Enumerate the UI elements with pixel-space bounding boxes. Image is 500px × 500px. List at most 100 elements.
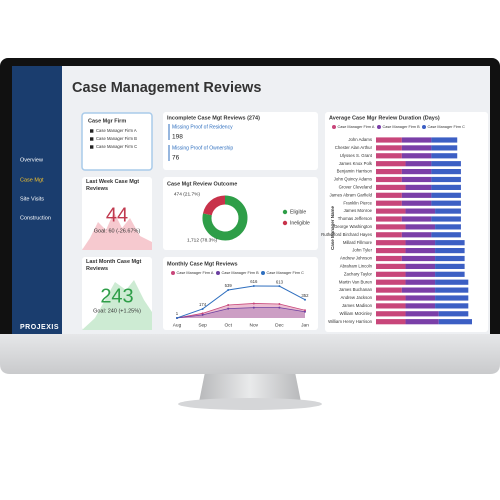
bar bbox=[376, 184, 406, 190]
y-tick-label: Franklin Pierce bbox=[343, 200, 372, 205]
y-tick-label: John Tyler bbox=[352, 248, 372, 253]
point bbox=[278, 285, 281, 288]
bar bbox=[438, 311, 469, 317]
bar bbox=[431, 232, 461, 238]
data-label: 613 bbox=[276, 279, 284, 284]
donut-slice bbox=[202, 195, 226, 216]
legend-dot bbox=[216, 271, 220, 275]
bar bbox=[431, 137, 458, 143]
y-tick-label: William Henry Harrison bbox=[328, 319, 373, 324]
y-tick-label: James Madison bbox=[342, 303, 373, 308]
item-label: Missing Proof of Ownership bbox=[172, 145, 233, 151]
y-tick-label: John Quincy Adams bbox=[334, 177, 372, 182]
last-week-sparkline bbox=[82, 212, 152, 250]
bar bbox=[376, 295, 406, 301]
y-tick-label: Benjamin Harrison bbox=[337, 169, 373, 174]
bar bbox=[376, 208, 406, 214]
point bbox=[304, 298, 306, 301]
legend-label: Case Manager Firm C bbox=[267, 271, 305, 275]
bar bbox=[376, 319, 406, 325]
point bbox=[227, 304, 230, 307]
slicer-option: Case Manager Firm B bbox=[96, 136, 137, 141]
bar bbox=[376, 248, 406, 254]
bar bbox=[405, 240, 436, 246]
nav-item: Case Mgt bbox=[20, 177, 44, 183]
bar bbox=[431, 153, 458, 159]
last-week-title: Last Week Case Mgt Reviews bbox=[86, 179, 140, 192]
legend-dot bbox=[422, 125, 426, 129]
bar bbox=[376, 255, 402, 262]
stand-base bbox=[178, 398, 322, 410]
y-tick-label: Zachary Taylor bbox=[344, 271, 373, 276]
bar bbox=[435, 271, 465, 277]
point bbox=[201, 313, 204, 316]
last-week-value: 44 bbox=[106, 204, 128, 226]
y-tick-label: John Adams bbox=[348, 137, 372, 142]
legend-label: Case Manager Firm B bbox=[383, 125, 421, 129]
x-tick-label: Aug bbox=[173, 322, 182, 328]
logo: PROJEXIS bbox=[20, 324, 59, 331]
bar bbox=[431, 169, 461, 175]
legend-label: Case Manager Firm A bbox=[338, 125, 375, 129]
bar bbox=[376, 216, 402, 222]
legend-dot bbox=[282, 209, 288, 215]
x-tick-label: Dec bbox=[275, 322, 284, 328]
y-tick-label: Rutherford Birchard Hayes bbox=[321, 232, 372, 237]
bar bbox=[431, 192, 461, 198]
checkbox bbox=[90, 137, 94, 141]
bar bbox=[435, 248, 465, 254]
x-tick-label: Oct bbox=[224, 322, 232, 328]
y-tick-label: Grover Cleveland bbox=[339, 185, 373, 190]
series-line bbox=[176, 303, 306, 319]
nav-item: Overview bbox=[20, 157, 43, 163]
bar bbox=[435, 240, 465, 246]
checkbox bbox=[90, 129, 94, 133]
bar bbox=[376, 279, 406, 285]
y-tick-label: Andrew Jackson bbox=[340, 295, 372, 300]
bar bbox=[405, 311, 439, 317]
point bbox=[227, 289, 230, 291]
legend-label: Ineligible bbox=[290, 220, 310, 226]
bar bbox=[431, 184, 461, 190]
legend-dot bbox=[261, 271, 265, 275]
bar bbox=[376, 263, 406, 269]
slicer-card bbox=[81, 112, 153, 171]
bar bbox=[401, 216, 432, 222]
point bbox=[252, 306, 255, 309]
chin bbox=[0, 334, 500, 374]
y-tick-label: James Knox Polk bbox=[339, 161, 373, 166]
page-title: Case Management Reviews bbox=[72, 80, 261, 96]
bar bbox=[401, 145, 432, 151]
legend-label: Case Manager Firm A bbox=[177, 271, 214, 275]
last-month-title: Last Month Case Mgt Reviews bbox=[86, 259, 142, 272]
legend-dot bbox=[377, 125, 381, 129]
point bbox=[201, 307, 204, 310]
bar bbox=[431, 161, 461, 167]
y-tick-label: William McKinley bbox=[340, 311, 373, 316]
point bbox=[252, 285, 255, 287]
y-tick-label: James Monroe bbox=[344, 208, 373, 213]
x-tick-label: Sep bbox=[198, 322, 207, 328]
bar bbox=[401, 232, 432, 238]
x-tick-label: Nov bbox=[250, 322, 259, 328]
bar bbox=[435, 255, 465, 262]
bar bbox=[376, 176, 402, 183]
duration-title: Average Case Mgr Review Duration (Days) bbox=[329, 115, 440, 121]
last-week-title-box: Last Week Case Mgt Reviews bbox=[86, 179, 140, 192]
bar bbox=[435, 295, 469, 301]
bar bbox=[401, 287, 436, 293]
bar bbox=[405, 248, 436, 254]
nav-item: Construction bbox=[20, 215, 51, 221]
sidebar bbox=[12, 66, 62, 334]
y-tick-label: Millard Fillmore bbox=[343, 240, 373, 245]
series-line bbox=[176, 285, 306, 319]
bar bbox=[401, 153, 432, 159]
y-tick-label: Martin Van Buren bbox=[339, 279, 373, 284]
bar bbox=[376, 137, 402, 143]
bar bbox=[376, 287, 402, 293]
point bbox=[252, 302, 255, 305]
point bbox=[304, 310, 306, 313]
bar bbox=[401, 169, 432, 175]
bar bbox=[405, 279, 436, 285]
slicer-option: Case Manager Firm A bbox=[96, 128, 137, 133]
